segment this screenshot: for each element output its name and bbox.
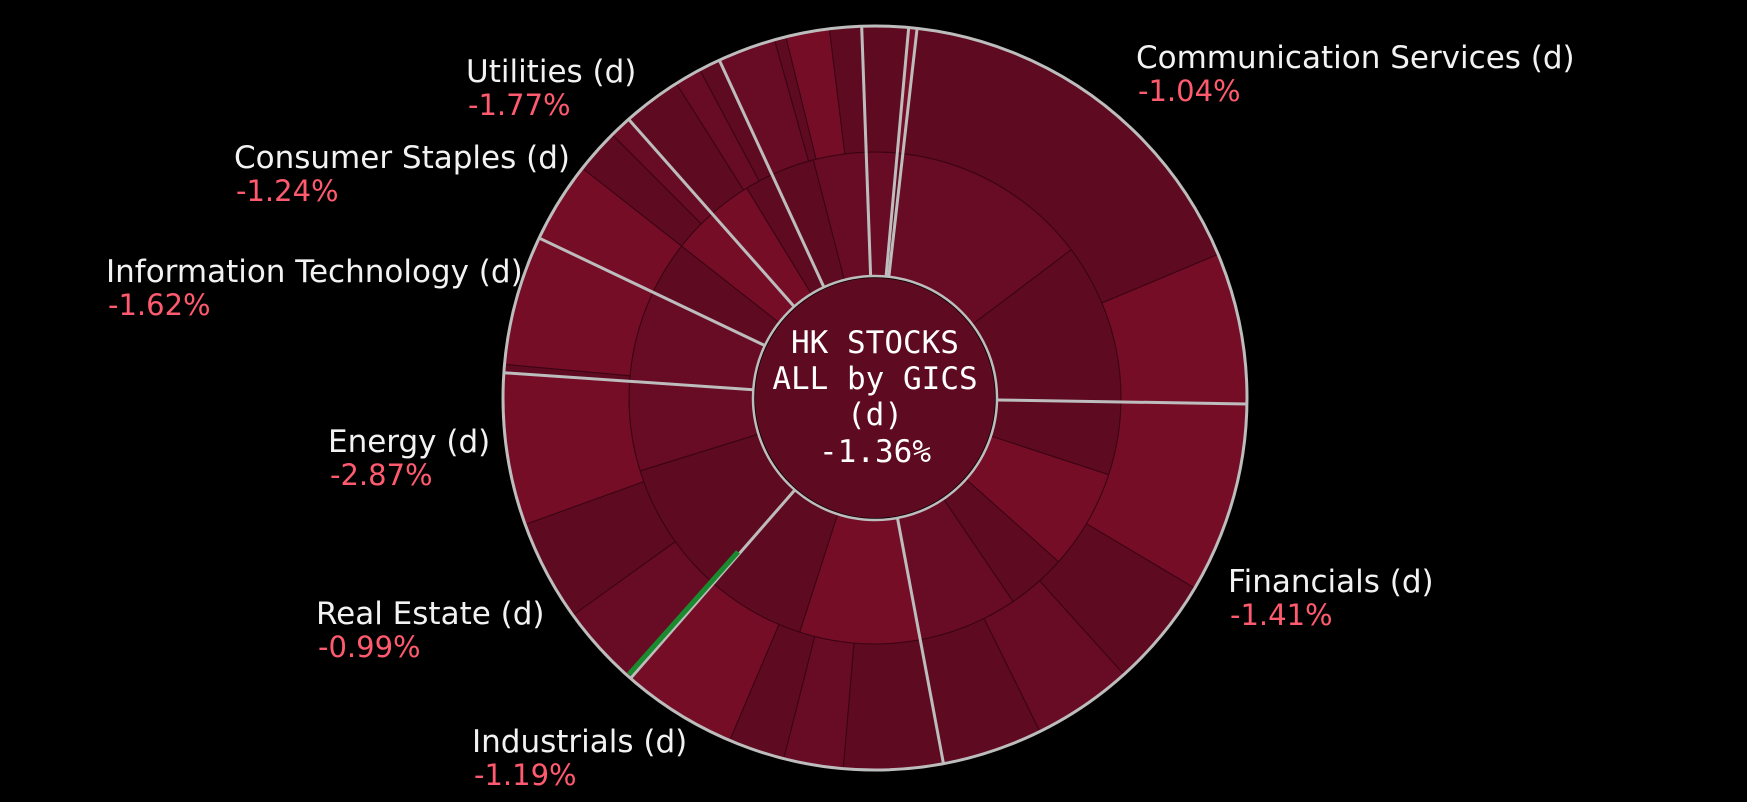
inner-ring-border	[751, 274, 999, 522]
sunburst-rings	[502, 25, 1248, 771]
sector-label-name: Utilities (d)	[466, 54, 636, 90]
sector-divider	[895, 517, 945, 764]
sector-divider	[887, 28, 919, 277]
sector-divider	[629, 488, 796, 680]
positive-segment	[627, 550, 740, 676]
sector-label-change: -1.24%	[236, 174, 339, 208]
sector-divider	[503, 371, 754, 392]
center-title-line-3: (d)	[847, 397, 903, 433]
sector-label-name: Communication Services (d)	[1136, 40, 1575, 76]
sector-divider	[717, 59, 826, 288]
center-title-line-2: ALL by GICS	[772, 361, 977, 397]
sector-dividers	[501, 24, 1249, 772]
sector-label-change: -0.99%	[318, 630, 421, 664]
sector-label-name: Energy (d)	[328, 424, 490, 460]
sector-labels: Communication Services (d)-1.04% Financia…	[106, 40, 1575, 792]
center-disc	[755, 278, 995, 518]
sector-label-change: -1.19%	[474, 758, 577, 792]
sector-label-name: Consumer Staples (d)	[234, 140, 570, 176]
center-title-line-1: HK STOCKS	[791, 325, 959, 361]
sector-divider	[996, 398, 1247, 406]
sector-label-change: -1.62%	[108, 288, 211, 322]
sector-divider	[538, 236, 766, 347]
sector-label-name: Real Estate (d)	[316, 596, 545, 632]
sector-label-change: -1.77%	[468, 88, 571, 122]
center-value: -1.36%	[819, 434, 931, 470]
sector-label-name: Information Technology (d)	[106, 254, 523, 290]
center-label: HK STOCKS ALL by GICS (d) -1.36%	[772, 325, 977, 470]
sector-label-change: -2.87%	[330, 458, 433, 492]
sector-divider	[884, 27, 911, 277]
sector-divider	[860, 26, 873, 277]
sector-label-name: Industrials (d)	[472, 724, 687, 760]
outer-ring-border	[501, 24, 1249, 772]
sector-divider	[627, 118, 796, 308]
sector-label-name: Financials (d)	[1228, 564, 1434, 600]
sector-label-change: -1.41%	[1230, 598, 1333, 632]
sector-label-change: -1.04%	[1138, 74, 1241, 108]
